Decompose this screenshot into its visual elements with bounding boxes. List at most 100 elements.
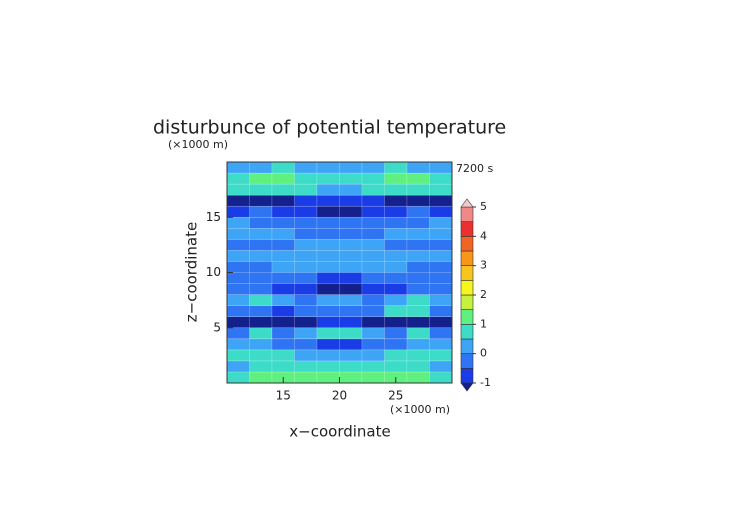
colorbar-segment [460, 338, 474, 354]
contour-cell [406, 228, 430, 240]
contour-cell [226, 183, 250, 196]
contour-cell [226, 338, 250, 351]
contour-cell [384, 205, 408, 218]
contour-cell [226, 261, 250, 273]
contour-cell [294, 305, 318, 317]
colorbar-segment [460, 221, 474, 237]
colorbar-label: 3 [480, 259, 487, 272]
contour-cell [226, 349, 250, 362]
contour-cell [361, 161, 385, 174]
contour-cell [294, 228, 318, 240]
contour-cell [316, 360, 340, 373]
contour-cell [384, 294, 408, 306]
contour-cell [406, 305, 430, 317]
contour-cell [361, 338, 385, 351]
contour-cell [406, 349, 430, 362]
colorbar-segment [460, 309, 474, 325]
contour-cell [361, 205, 385, 218]
contour-cell [361, 261, 385, 273]
contour-cell [226, 228, 250, 240]
contour-cell [406, 294, 430, 306]
contour-cell [384, 250, 408, 262]
contour-cell [249, 305, 273, 317]
contour-cell [226, 272, 250, 284]
contour-cell [316, 261, 340, 273]
contour-cell [249, 239, 273, 251]
contour-cell [249, 360, 273, 373]
contour-cell [429, 371, 453, 384]
contour-cell [384, 228, 408, 240]
contour-cell [406, 371, 430, 384]
contour-cell [249, 349, 273, 362]
contour-cell [429, 239, 453, 251]
contour-cell [384, 239, 408, 251]
contour-cell [271, 272, 295, 284]
chart-title: disturbunce of potential temperature [153, 117, 506, 139]
contour-cell [429, 316, 453, 329]
contour-cell [406, 205, 430, 218]
contour-cell [429, 294, 453, 306]
y-tick-label: 15 [206, 210, 221, 224]
contour-cell [339, 205, 363, 218]
contour-cell [384, 360, 408, 373]
contour-cell [384, 261, 408, 273]
contour-cell [361, 272, 385, 284]
contour-cell [226, 316, 250, 329]
contour-cell [226, 294, 250, 306]
contour-cell [226, 194, 250, 207]
contour-cell [249, 272, 273, 284]
y-tick-label: 5 [213, 320, 221, 334]
contour-cell [339, 183, 363, 196]
contour-cell [406, 161, 430, 174]
contour-cell [339, 360, 363, 373]
contour-cell [249, 294, 273, 306]
contour-cell [361, 316, 385, 329]
x-axis-label: x−coordinate [289, 423, 390, 441]
contour-cell [406, 172, 430, 185]
contour-cell [294, 371, 318, 384]
colorbar-segment [460, 236, 474, 252]
contour-cell [406, 316, 430, 329]
contour-cell [294, 349, 318, 362]
contour-cell [361, 183, 385, 196]
contour-cell [249, 205, 273, 218]
y-unit: (×1000 m) [168, 138, 228, 151]
contour-cell [361, 360, 385, 373]
contour-cell [226, 161, 250, 174]
contour-cell [316, 172, 340, 185]
colorbar-segment [460, 280, 474, 296]
contour-cell [339, 272, 363, 284]
contour-cell [384, 327, 408, 340]
contour-cell [429, 194, 453, 207]
contour-cell [249, 338, 273, 351]
contour-cell [361, 228, 385, 240]
contour-cell [316, 216, 340, 229]
contour-cell [249, 183, 273, 196]
contour-cell [294, 161, 318, 174]
contour-cell [294, 250, 318, 262]
contour-cell [271, 338, 295, 351]
contour-cell [339, 261, 363, 273]
contour-cell [429, 228, 453, 240]
contour-cell [406, 250, 430, 262]
contour-cell [429, 305, 453, 317]
contour-cell [294, 216, 318, 229]
colorbar-over [460, 198, 474, 208]
contour-cell [271, 327, 295, 340]
contour-cell [294, 205, 318, 218]
contour-cell [429, 205, 453, 218]
contour-cell [429, 250, 453, 262]
contour-cell [249, 216, 273, 229]
contour-cell [316, 294, 340, 306]
contour-cell [384, 283, 408, 295]
contour-cell [294, 360, 318, 373]
contour-cell [249, 261, 273, 273]
contour-cell [271, 261, 295, 273]
contour-cell [316, 272, 340, 284]
contour-cell [429, 327, 453, 340]
contour-cell [429, 360, 453, 373]
contour-cell [384, 338, 408, 351]
contour-cell [249, 371, 273, 384]
contour-cell [406, 327, 430, 340]
